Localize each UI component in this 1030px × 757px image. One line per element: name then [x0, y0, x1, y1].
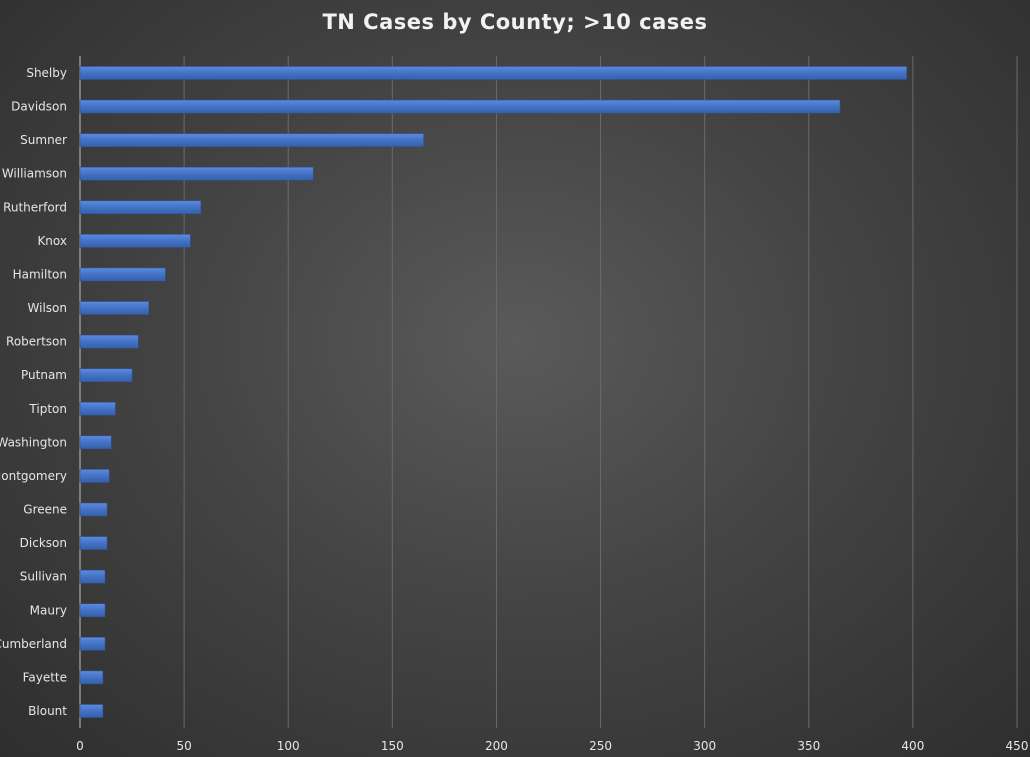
bar-washington	[79, 435, 112, 450]
bar-rutherford	[79, 200, 202, 215]
bar-williamson	[79, 166, 314, 181]
x-tick-label: 0	[76, 739, 84, 753]
bars	[79, 66, 907, 718]
category-label: Blount	[28, 704, 67, 718]
bar-cumberland	[79, 637, 106, 651]
x-tick-label: 100	[277, 739, 300, 753]
category-label: Williamson	[2, 167, 67, 181]
category-label: Dickson	[20, 536, 67, 550]
bar-greene	[79, 502, 108, 517]
x-tick-label: 150	[381, 739, 404, 753]
bar-sumner	[79, 133, 424, 147]
bar-tipton	[79, 402, 116, 416]
bar-hamilton	[79, 267, 166, 282]
bar-robertson	[79, 334, 139, 349]
category-label: Hamilton	[13, 267, 67, 281]
gridlines	[79, 56, 1018, 728]
bar-fayette	[79, 670, 104, 685]
category-label: Washington	[0, 435, 67, 449]
bar-dickson	[79, 536, 108, 550]
category-label: Tipton	[28, 402, 67, 416]
bar-blount	[79, 704, 104, 718]
category-label: Davidson	[11, 100, 67, 114]
x-tick-label: 300	[693, 739, 716, 753]
bar-maury	[79, 603, 106, 618]
category-label: Montgomery	[0, 469, 67, 483]
x-tick-label: 250	[589, 739, 612, 753]
category-label: Robertson	[6, 335, 67, 349]
chart-title: TN Cases by County; >10 cases	[322, 10, 708, 34]
bar-putnam	[79, 368, 133, 382]
category-label: Rutherford	[3, 200, 67, 214]
x-tick-label: 450	[1006, 739, 1029, 753]
category-labels: Shelby Davidson Sumner Williamson Rutherford…	[0, 66, 67, 718]
bar-davidson	[79, 99, 841, 114]
category-label: Maury	[30, 603, 67, 617]
x-axis-ticks: 0 50 100 150 200 250 300 350 400 450	[76, 739, 1028, 753]
category-label: Wilson	[28, 301, 67, 315]
category-label: Greene	[23, 503, 67, 517]
bar-shelby	[79, 66, 907, 80]
x-tick-label: 50	[176, 739, 191, 753]
x-tick-label: 200	[485, 739, 508, 753]
bar-sullivan	[79, 569, 106, 584]
bar-montgomery	[79, 469, 110, 483]
category-label: Fayette	[23, 670, 67, 684]
x-tick-label: 350	[797, 739, 820, 753]
category-label: Shelby	[26, 66, 67, 80]
category-label: Cumberland	[0, 637, 67, 651]
bar-knox	[79, 234, 191, 248]
category-label: Putnam	[21, 368, 67, 382]
x-tick-label: 400	[901, 739, 924, 753]
category-label: Knox	[37, 234, 67, 248]
bar-wilson	[79, 301, 149, 315]
category-label: Sullivan	[20, 570, 67, 584]
category-label: Sumner	[20, 133, 67, 147]
